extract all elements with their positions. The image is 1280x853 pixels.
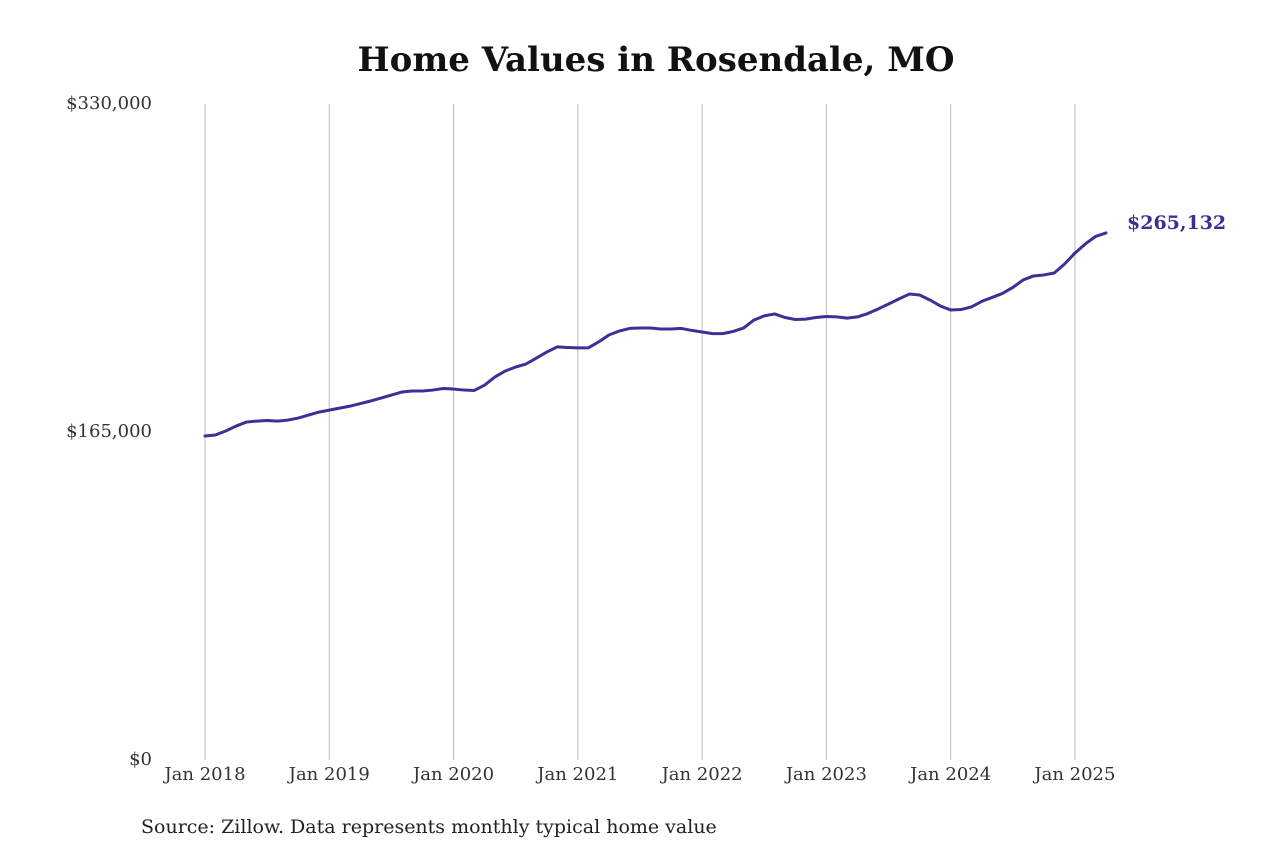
y-tick-label: $330,000 bbox=[66, 93, 152, 114]
x-tick-label: Jan 2023 bbox=[784, 764, 867, 785]
x-tick-label: Jan 2022 bbox=[660, 764, 743, 785]
y-tick-label: $165,000 bbox=[66, 421, 152, 442]
x-tick-label: Jan 2020 bbox=[411, 764, 494, 785]
chart-title: Home Values in Rosendale, MO bbox=[358, 40, 955, 80]
x-tick-label: Jan 2019 bbox=[287, 764, 370, 785]
x-tick-label: Jan 2018 bbox=[162, 764, 245, 785]
data-line bbox=[203, 231, 1108, 438]
x-tick-label: Jan 2025 bbox=[1032, 764, 1115, 785]
x-tick-label: Jan 2021 bbox=[535, 764, 618, 785]
y-tick-label: $0 bbox=[129, 749, 152, 770]
x-tick-label: Jan 2024 bbox=[908, 764, 991, 785]
value-label: $265,132 bbox=[1127, 212, 1226, 234]
source-note: Source: Zillow. Data represents monthly … bbox=[141, 816, 717, 838]
